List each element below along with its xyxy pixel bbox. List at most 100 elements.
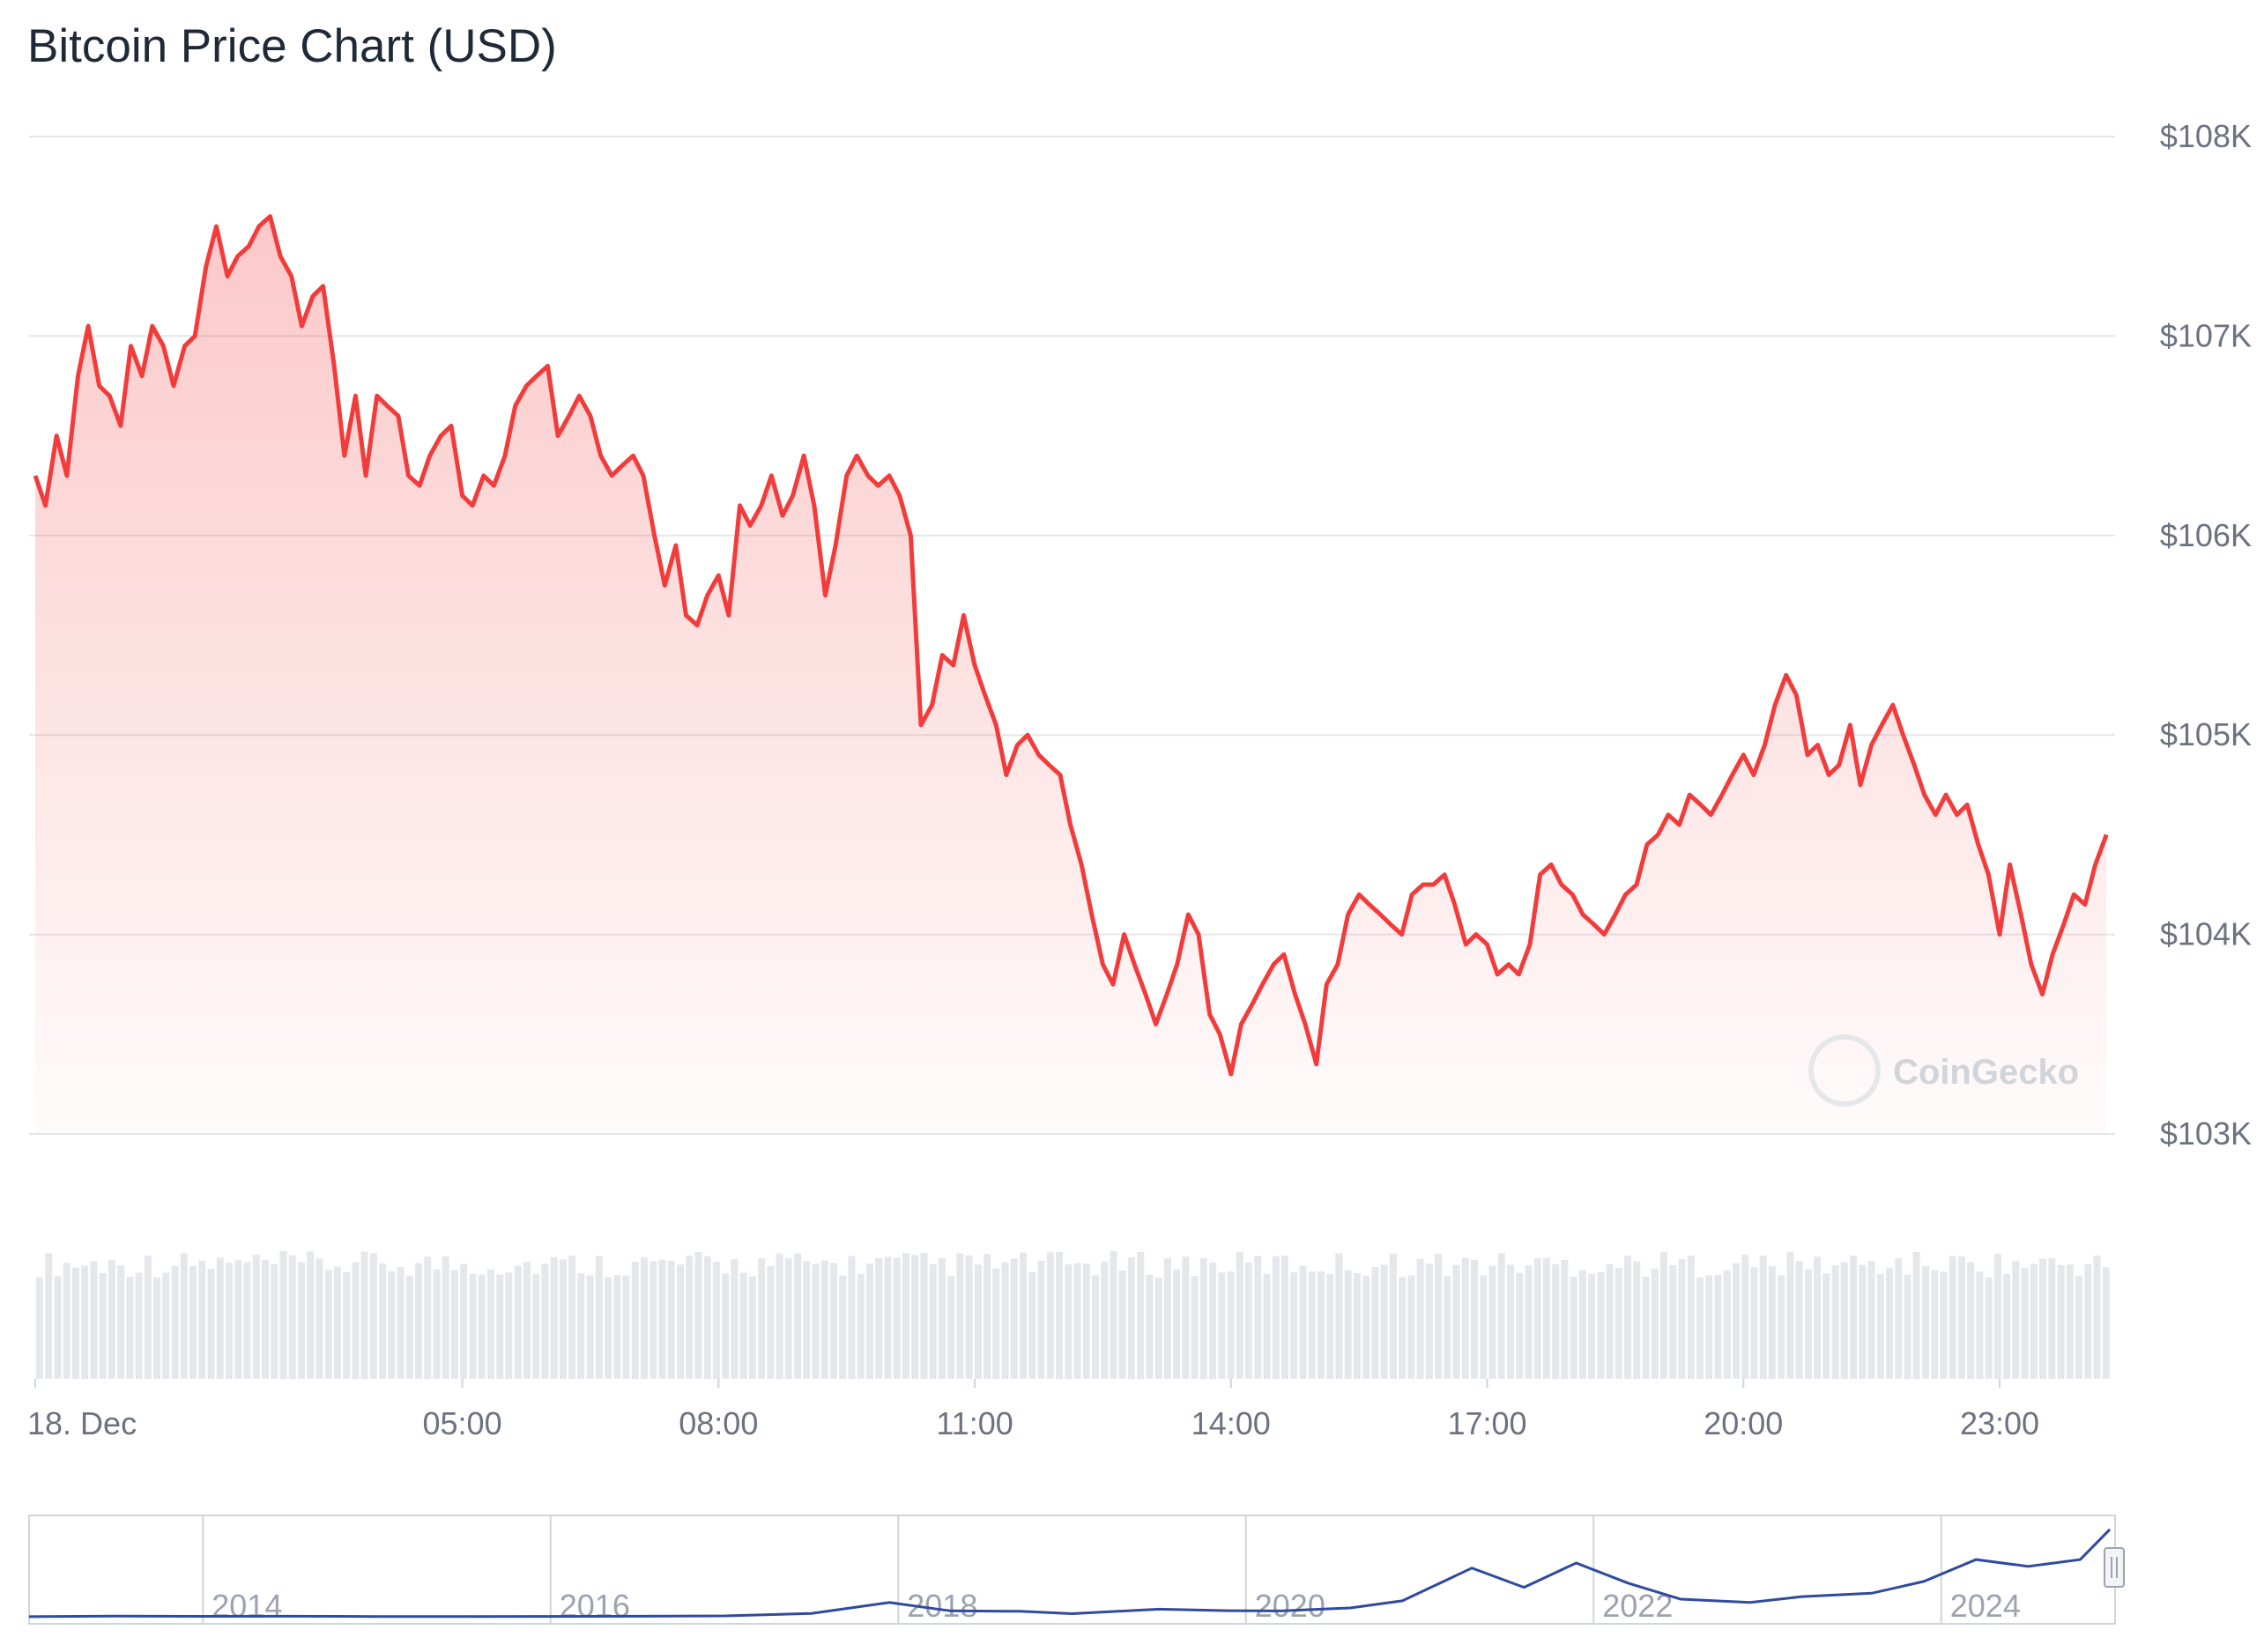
volume-bar bbox=[1741, 1255, 1749, 1379]
volume-bar bbox=[1308, 1271, 1316, 1379]
volume-bar bbox=[1254, 1256, 1262, 1379]
volume-bar bbox=[1154, 1278, 1162, 1379]
volume-bar bbox=[1778, 1275, 1785, 1379]
y-tick-label: $106K bbox=[2160, 517, 2252, 553]
volume-bar bbox=[1001, 1262, 1009, 1379]
volume-bar bbox=[1199, 1258, 1207, 1379]
volume-bar bbox=[1912, 1251, 1920, 1379]
volume-bar bbox=[1272, 1256, 1280, 1379]
volume-bar bbox=[2084, 1264, 2092, 1379]
volume-bar bbox=[262, 1259, 269, 1379]
volume-bar bbox=[153, 1277, 161, 1379]
volume-bar bbox=[1814, 1256, 1822, 1379]
volume-bar bbox=[1957, 1256, 1965, 1379]
navigator-year-label: 2016 bbox=[560, 1588, 630, 1624]
volume-bar bbox=[1867, 1261, 1875, 1379]
volume-bar bbox=[866, 1263, 873, 1379]
volume-bar bbox=[1597, 1272, 1605, 1379]
volume-bar bbox=[677, 1264, 684, 1379]
volume-bar bbox=[1326, 1274, 1334, 1379]
volume-bar bbox=[1335, 1253, 1343, 1379]
volume-bar bbox=[1191, 1276, 1199, 1379]
volume-bar bbox=[758, 1258, 766, 1379]
navigator-handle[interactable] bbox=[2104, 1547, 2125, 1588]
price-line[interactable] bbox=[33, 214, 2109, 1077]
x-tick-label: 17:00 bbox=[1447, 1405, 1526, 1441]
volume-bar bbox=[2057, 1264, 2065, 1379]
volume-bar bbox=[1318, 1271, 1325, 1379]
volume-bar bbox=[496, 1274, 504, 1379]
volume-bar bbox=[1949, 1256, 1956, 1379]
volume-bar bbox=[848, 1256, 856, 1379]
volume-bar bbox=[1137, 1251, 1145, 1379]
volume-bar bbox=[1859, 1264, 1867, 1379]
volume-bar bbox=[1750, 1267, 1758, 1379]
volume-bar bbox=[1480, 1275, 1488, 1379]
volume-bar bbox=[2075, 1275, 2082, 1379]
volume-bar bbox=[920, 1252, 928, 1379]
volume-bar bbox=[288, 1255, 296, 1379]
volume-bar bbox=[2021, 1267, 2029, 1379]
navigator-frame[interactable] bbox=[28, 1515, 2116, 1625]
volume-bar bbox=[1173, 1269, 1181, 1379]
volume-bar bbox=[1399, 1277, 1407, 1379]
volume-bar bbox=[992, 1268, 1000, 1379]
volume-bar bbox=[171, 1265, 179, 1379]
volume-bar bbox=[1660, 1251, 1667, 1379]
volume-bar bbox=[1371, 1267, 1379, 1379]
x-tick-label: 23:00 bbox=[1960, 1405, 2039, 1441]
volume-bar bbox=[568, 1256, 576, 1379]
volume-bar bbox=[144, 1256, 152, 1379]
volume-bar bbox=[722, 1273, 730, 1379]
volume-bar bbox=[487, 1269, 494, 1379]
volume-bar bbox=[234, 1260, 242, 1379]
volume-bar bbox=[1831, 1265, 1839, 1379]
navigator-year-label: 2024 bbox=[1950, 1588, 2021, 1624]
volume-bar bbox=[776, 1253, 783, 1379]
volume-bar bbox=[884, 1256, 892, 1379]
volume-bar bbox=[559, 1259, 567, 1379]
volume-bar bbox=[297, 1262, 305, 1379]
volume-bar bbox=[514, 1265, 522, 1379]
volume-bar bbox=[307, 1251, 315, 1379]
volume-bar bbox=[1967, 1262, 1975, 1379]
volume-bar bbox=[388, 1271, 396, 1379]
volume-bar bbox=[1768, 1265, 1776, 1379]
volume-bar bbox=[974, 1264, 982, 1379]
volume-bar bbox=[1822, 1273, 1830, 1379]
volume-bar bbox=[641, 1257, 648, 1379]
volume-bar bbox=[667, 1261, 675, 1379]
volume-bar bbox=[532, 1274, 540, 1379]
volume-bar bbox=[956, 1253, 964, 1379]
volume-bar bbox=[1073, 1263, 1081, 1379]
volume-bar bbox=[99, 1273, 107, 1379]
volume-bar bbox=[1786, 1251, 1794, 1379]
volume-bar bbox=[2012, 1260, 2020, 1379]
volume-bar bbox=[1227, 1271, 1235, 1379]
x-tick-label: 20:00 bbox=[1704, 1405, 1783, 1441]
volume-bar bbox=[1723, 1270, 1731, 1379]
volume-bar bbox=[577, 1272, 585, 1379]
volume-bar bbox=[1362, 1275, 1370, 1379]
volume-bar bbox=[243, 1262, 251, 1379]
y-tick-label: $108K bbox=[2160, 118, 2252, 154]
volume-bar bbox=[2030, 1263, 2038, 1379]
volume-bar bbox=[1435, 1254, 1443, 1379]
volume-bar bbox=[1065, 1264, 1073, 1379]
volume-bar bbox=[1236, 1251, 1243, 1379]
volume-bar bbox=[1876, 1274, 1884, 1379]
volume-bar bbox=[1380, 1264, 1388, 1379]
volume-bar bbox=[605, 1277, 612, 1379]
volume-bar bbox=[433, 1269, 441, 1379]
price-area bbox=[35, 216, 2107, 1135]
volume-bar bbox=[180, 1253, 188, 1379]
navigator-line bbox=[28, 1528, 2112, 1619]
volume-bar bbox=[965, 1256, 973, 1379]
volume-bar bbox=[1614, 1268, 1622, 1379]
volume-bar bbox=[1101, 1262, 1109, 1379]
coingecko-watermark: CoinGecko bbox=[1893, 1053, 2079, 1092]
volume-bar bbox=[767, 1266, 775, 1379]
volume-bar bbox=[622, 1275, 630, 1379]
volume-bar bbox=[1082, 1263, 1090, 1379]
